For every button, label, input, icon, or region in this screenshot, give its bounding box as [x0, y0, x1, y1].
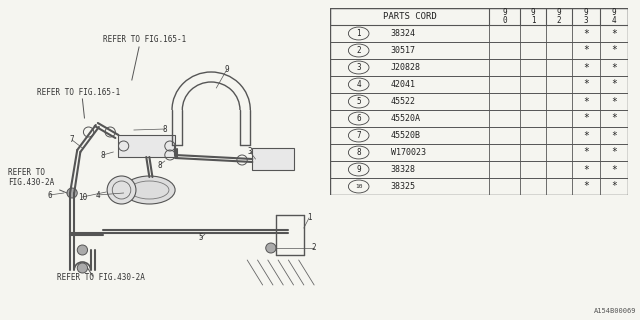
Bar [330, 76, 628, 93]
Circle shape [67, 188, 77, 198]
Text: 5: 5 [198, 234, 203, 243]
Text: *: * [583, 45, 589, 55]
Text: 38324: 38324 [390, 29, 415, 38]
Text: 8: 8 [157, 161, 162, 170]
Bar [330, 161, 628, 178]
Text: *: * [583, 62, 589, 73]
Bar [252, 148, 294, 170]
Text: *: * [611, 114, 617, 124]
Text: 3: 3 [248, 148, 253, 156]
Text: REFER TO FIG.165-1: REFER TO FIG.165-1 [103, 35, 186, 44]
Text: REFER TO
FIG.430-2A: REFER TO FIG.430-2A [8, 168, 54, 187]
Text: *: * [583, 28, 589, 38]
Text: 9
3: 9 3 [584, 8, 588, 25]
Text: *: * [611, 97, 617, 107]
Text: 3: 3 [356, 63, 361, 72]
Bar [330, 144, 628, 161]
Ellipse shape [124, 176, 175, 204]
Text: 1: 1 [356, 29, 361, 38]
Text: REFER TO FIG.430-2A: REFER TO FIG.430-2A [57, 273, 145, 282]
Text: 6: 6 [356, 114, 361, 123]
Bar [330, 110, 628, 127]
Circle shape [266, 243, 276, 253]
Text: 2: 2 [312, 244, 316, 252]
Text: *: * [583, 114, 589, 124]
Text: 8: 8 [356, 148, 361, 157]
Text: *: * [611, 181, 617, 191]
Text: REFER TO FIG.165-1: REFER TO FIG.165-1 [37, 88, 120, 97]
Bar [330, 25, 628, 42]
Text: *: * [611, 148, 617, 157]
Text: 9: 9 [356, 165, 361, 174]
Text: W170023: W170023 [390, 148, 426, 157]
Text: 45520B: 45520B [390, 131, 420, 140]
Text: 38325: 38325 [390, 182, 415, 191]
Text: *: * [583, 164, 589, 174]
Text: 9
0: 9 0 [502, 8, 507, 25]
Text: *: * [611, 28, 617, 38]
Text: 9: 9 [224, 66, 229, 75]
Text: 6: 6 [47, 190, 52, 199]
Text: 45520A: 45520A [390, 114, 420, 123]
Text: *: * [611, 79, 617, 90]
Text: 5: 5 [356, 97, 361, 106]
Text: 8: 8 [100, 150, 106, 159]
Text: PARTS CORD: PARTS CORD [383, 12, 436, 21]
Bar [330, 178, 628, 195]
Text: 38328: 38328 [390, 165, 415, 174]
Circle shape [77, 245, 88, 255]
Bar [330, 59, 628, 76]
Text: 9
2: 9 2 [557, 8, 561, 25]
Text: 10: 10 [78, 193, 87, 202]
Text: *: * [583, 131, 589, 140]
Text: *: * [611, 45, 617, 55]
Bar [330, 127, 628, 144]
Text: *: * [583, 79, 589, 90]
Text: 45522: 45522 [390, 97, 415, 106]
Text: 1: 1 [307, 213, 311, 222]
Text: 8: 8 [163, 124, 167, 133]
Bar [330, 8, 628, 25]
Text: A154B00069: A154B00069 [595, 308, 637, 314]
Text: 10: 10 [355, 184, 362, 189]
Bar [330, 42, 628, 59]
Text: *: * [611, 131, 617, 140]
Text: *: * [611, 62, 617, 73]
Text: *: * [583, 97, 589, 107]
Text: 9
1: 9 1 [531, 8, 536, 25]
Text: 4: 4 [356, 80, 361, 89]
Text: 7: 7 [70, 135, 74, 145]
Text: J20828: J20828 [390, 63, 420, 72]
Bar [330, 93, 628, 110]
Text: 2: 2 [356, 46, 361, 55]
Circle shape [77, 263, 88, 273]
Text: 9
4: 9 4 [612, 8, 616, 25]
Text: 30517: 30517 [390, 46, 415, 55]
Text: 7: 7 [356, 131, 361, 140]
Text: *: * [611, 164, 617, 174]
Text: *: * [583, 181, 589, 191]
Bar [118, 135, 175, 157]
Text: 42041: 42041 [390, 80, 415, 89]
Text: 4: 4 [95, 190, 100, 199]
Text: *: * [583, 148, 589, 157]
Circle shape [107, 176, 136, 204]
